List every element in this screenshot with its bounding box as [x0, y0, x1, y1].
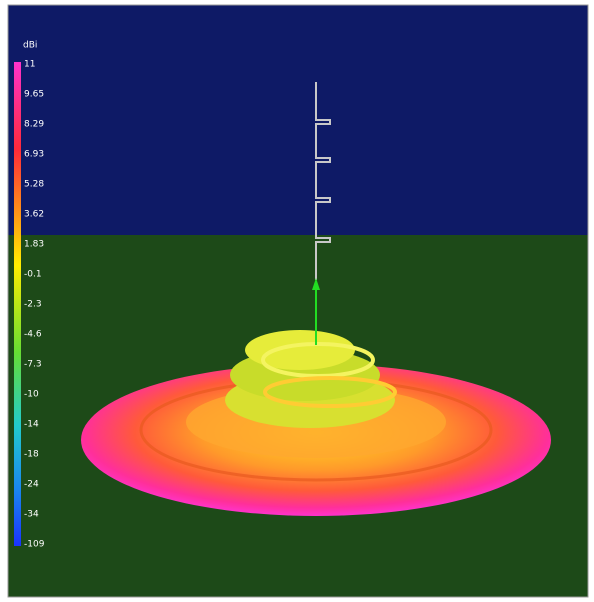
- legend-label: -18: [24, 450, 39, 460]
- frame-border: [7, 4, 589, 598]
- pattern-swirl: [261, 342, 375, 378]
- legend-unit: dBi: [23, 41, 37, 51]
- legend-label: 6.93: [24, 150, 44, 160]
- antenna: [315, 82, 331, 280]
- legend-labels: 11 9.65 8.29 6.93 5.28 3.62 1.83 -0.1 -2.3 -4.6 -7…: [24, 60, 45, 550]
- axis-arrow-head: [312, 278, 320, 290]
- legend-label: 3.62: [24, 210, 44, 220]
- legend-label: 11: [24, 60, 35, 70]
- legend-label: 9.65: [24, 90, 44, 100]
- legend-label: 8.29: [24, 120, 44, 130]
- pattern-lobe: [245, 330, 355, 370]
- legend-label: -0.1: [24, 270, 42, 280]
- legend-label: -24: [24, 480, 39, 490]
- legend-label: 5.28: [24, 180, 44, 190]
- pattern-swirl: [263, 376, 397, 408]
- legend-label: -2.3: [24, 300, 42, 310]
- legend-label: -7.3: [24, 360, 42, 370]
- legend-label: -10: [24, 390, 39, 400]
- legend-label: -34: [24, 510, 39, 520]
- legend-label: -4.6: [24, 330, 42, 340]
- legend-label: -14: [24, 420, 39, 430]
- legend-label: 1.83: [24, 240, 44, 250]
- color-bar: [14, 62, 21, 546]
- legend-label: -109: [24, 540, 45, 550]
- sky: [8, 5, 588, 235]
